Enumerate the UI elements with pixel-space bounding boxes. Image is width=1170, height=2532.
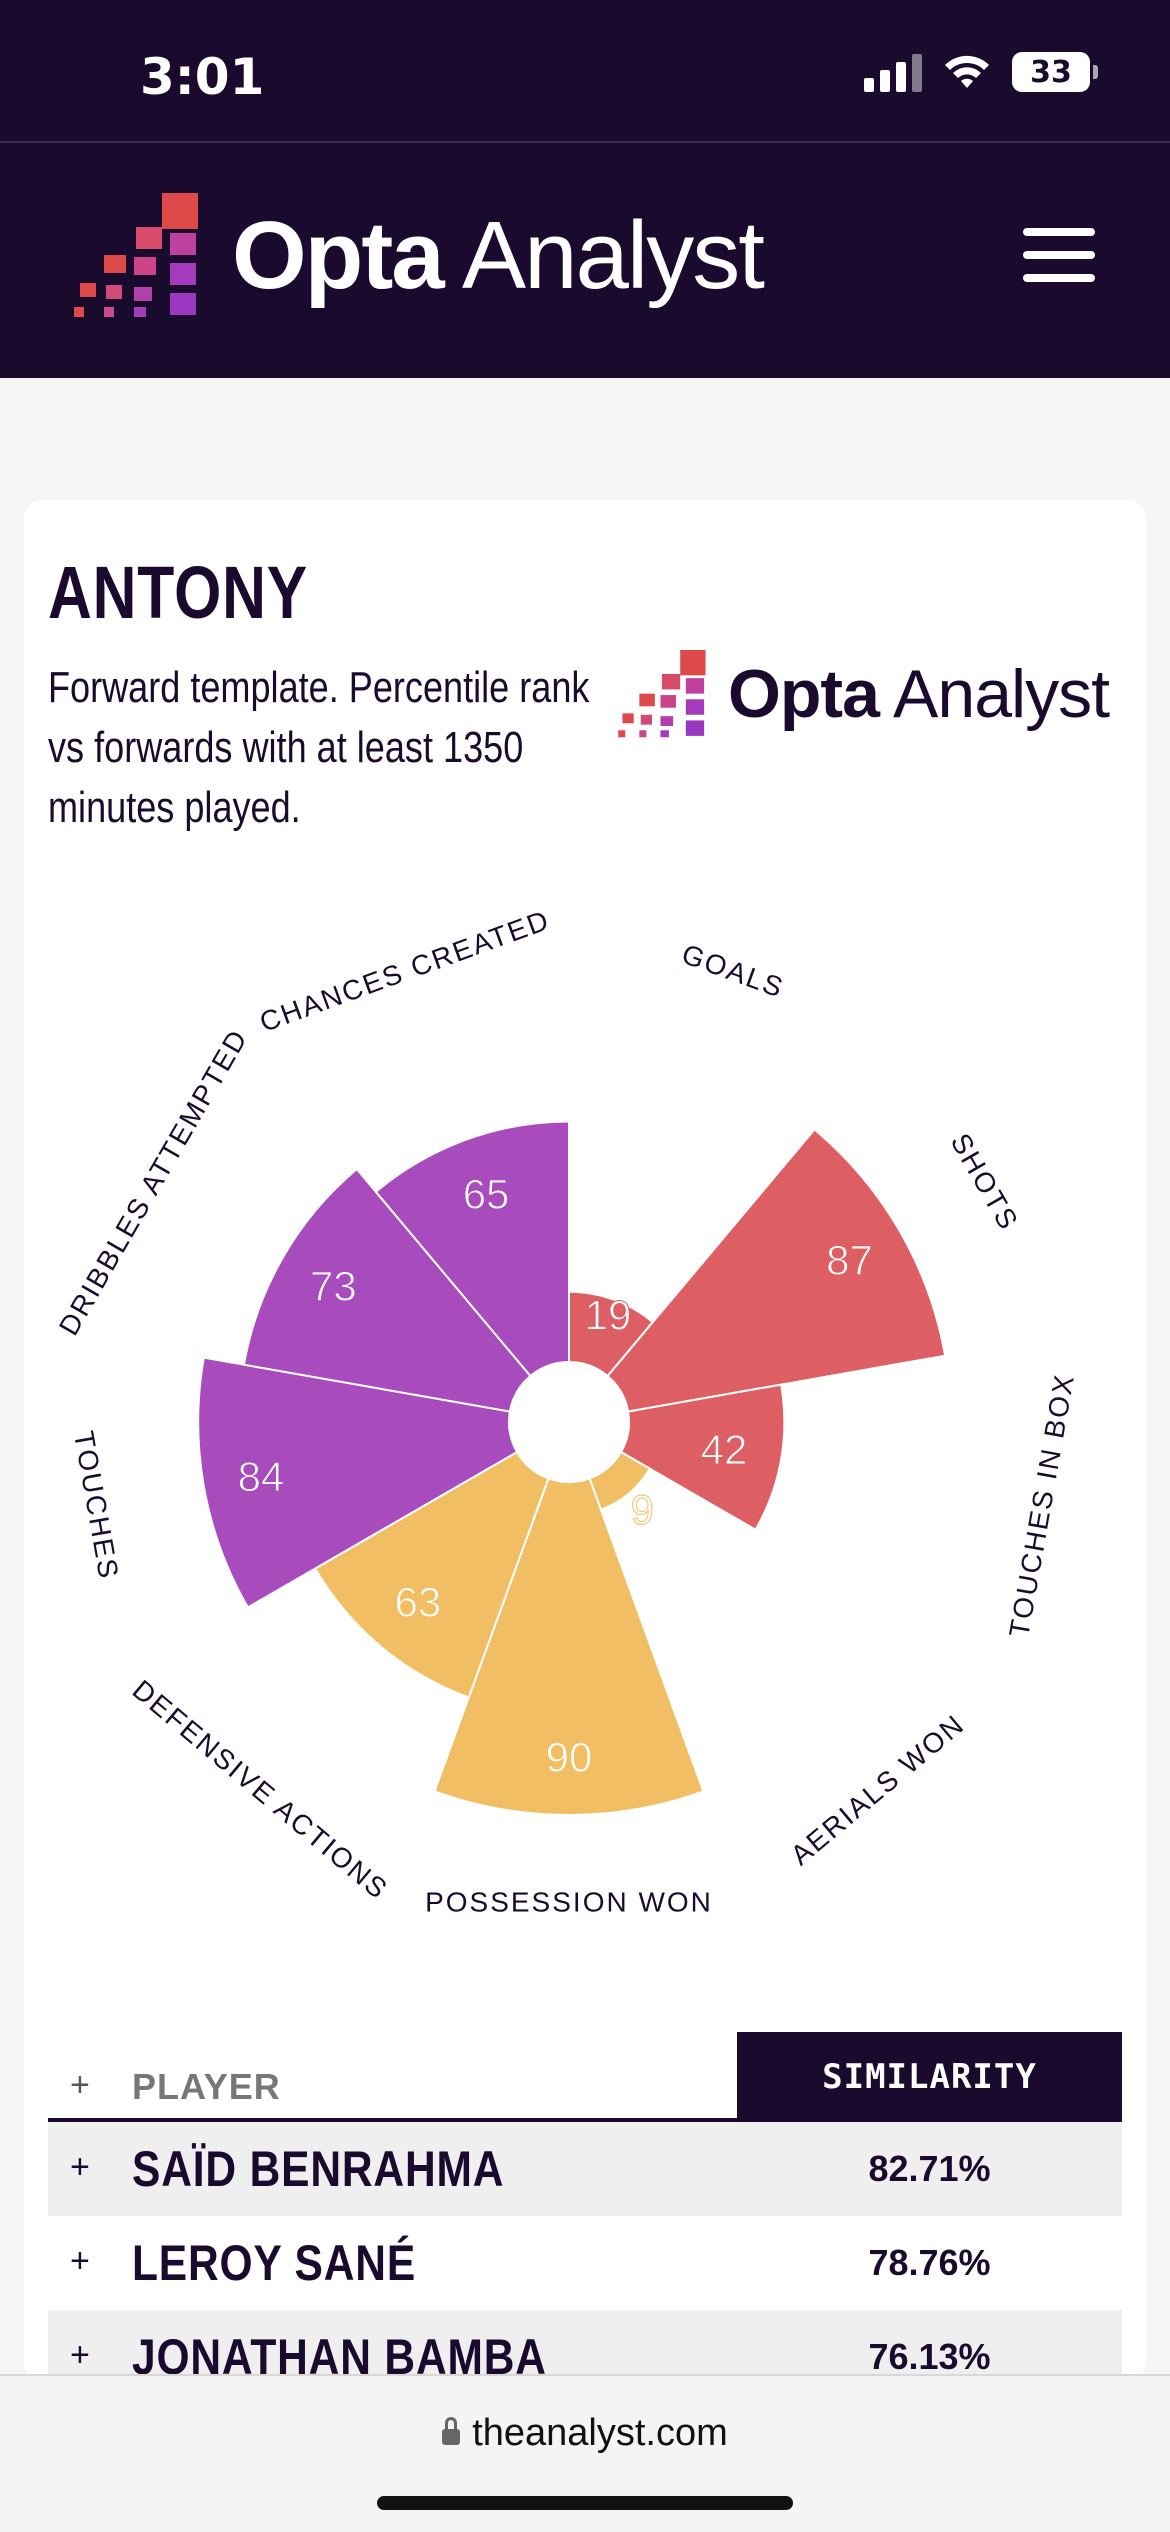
- template-description: Forward template. Percentile rank vs for…: [48, 663, 590, 832]
- player-card: ANTONY Forward template. Percentile rank…: [24, 500, 1146, 2380]
- row-player-name: JONATHAN BAMBA: [132, 2329, 547, 2380]
- site-logo-text: Opta Analyst: [232, 201, 765, 309]
- value-label: 63: [395, 1579, 442, 1626]
- row-similarity: 82.71%: [868, 2148, 991, 2189]
- category-label: SHOTS: [945, 1128, 1025, 1236]
- value-label: 9: [631, 1486, 654, 1533]
- chart-segment-possession-won[interactable]: [433, 1477, 705, 1816]
- category-label: TOUCHES: [68, 1429, 125, 1582]
- value-label: 65: [463, 1171, 510, 1218]
- value-label: 84: [238, 1453, 285, 1500]
- value-label: 73: [310, 1262, 357, 1309]
- battery-percent: 33: [1030, 54, 1072, 90]
- column-player[interactable]: PLAYER: [132, 2066, 281, 2107]
- site-header: Opta Analyst: [0, 143, 1170, 378]
- site-logo[interactable]: Opta Analyst: [74, 193, 765, 318]
- similar-players-table: + PLAYER SIMILARITY + SAÏD BENRAHMA 82.7…: [48, 2032, 1122, 2380]
- signal-icon: [864, 52, 922, 92]
- hamburger-icon[interactable]: [1023, 228, 1095, 282]
- opta-logo-icon: [618, 650, 706, 738]
- status-bar: 3:01 33: [0, 0, 1170, 142]
- row-similarity: 78.76%: [868, 2242, 991, 2283]
- category-label: CHANCES CREATED: [256, 904, 555, 1038]
- chart-segment-shots[interactable]: [606, 1128, 947, 1413]
- row-similarity: 76.13%: [868, 2336, 991, 2377]
- card-logo: Opta Analyst: [618, 650, 1110, 738]
- category-label: TOUCHES IN BOX: [1003, 1371, 1080, 1639]
- lock-icon: [442, 2417, 461, 2445]
- category-label: AERIALS WON: [785, 1708, 971, 1871]
- card-logo-text: Opta Analyst: [728, 656, 1110, 732]
- battery-icon: 33: [1012, 52, 1098, 92]
- category-label: DRIBBLES ATTEMPTED: [53, 1023, 254, 1340]
- expand-icon[interactable]: +: [70, 2336, 90, 2374]
- row-player-name: SAÏD BENRAHMA: [132, 2141, 505, 2197]
- table-header: + PLAYER SIMILARITY: [48, 2032, 1122, 2122]
- url-text[interactable]: theanalyst.com: [0, 2412, 1170, 2455]
- table-row[interactable]: + LEROY SANÉ 78.76%: [48, 2216, 1122, 2310]
- value-label: 19: [585, 1291, 632, 1338]
- status-time: 3:01: [140, 48, 265, 106]
- status-icons: 33: [864, 52, 1098, 92]
- category-label: GOALS: [678, 938, 789, 1004]
- player-name: ANTONY: [48, 551, 309, 634]
- expand-icon[interactable]: +: [70, 2148, 90, 2186]
- wifi-icon: [945, 55, 989, 88]
- percentile-radar-chart: 19 GOALS 87 SHOTS 42 TOUCHES IN BOX 9 AERIALS W…: [53, 904, 1080, 1918]
- category-label: DEFENSIVE ACTIONS: [127, 1674, 395, 1906]
- column-similarity[interactable]: SIMILARITY: [737, 2032, 1122, 2122]
- value-label: 90: [546, 1734, 593, 1781]
- opta-logo-icon: [74, 193, 198, 317]
- browser-url-bar[interactable]: theanalyst.com: [0, 2374, 1170, 2532]
- chart-center-hole: [509, 1362, 629, 1482]
- category-label: POSSESSION WON: [425, 1887, 713, 1918]
- table-row[interactable]: + SAÏD BENRAHMA 82.71%: [48, 2122, 1122, 2216]
- home-indicator[interactable]: [377, 2496, 793, 2510]
- row-player-name: LEROY SANÉ: [132, 2235, 417, 2291]
- table-row[interactable]: + JONATHAN BAMBA 76.13%: [48, 2310, 1122, 2380]
- expand-icon[interactable]: +: [70, 2242, 90, 2280]
- header-plus: +: [70, 2066, 90, 2104]
- value-label: 42: [701, 1426, 748, 1473]
- value-label: 87: [826, 1237, 873, 1284]
- header-divider: [0, 141, 1170, 143]
